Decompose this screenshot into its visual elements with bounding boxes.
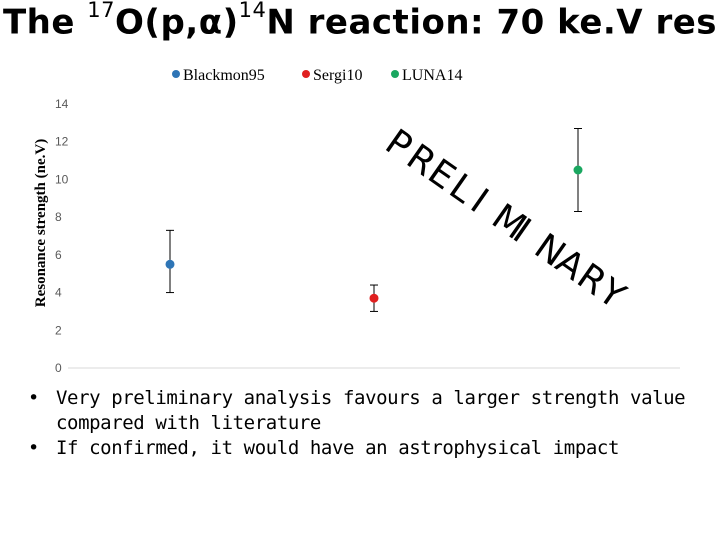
bullet-list: • Very preliminary analysis favours a lar… (28, 386, 718, 461)
title-suffix: N reaction: 70 ke.V res (266, 2, 718, 43)
bullet-dot-icon: • (28, 387, 39, 409)
bullet-item: • Very preliminary analysis favours a lar… (28, 386, 718, 436)
legend-label-sergi10: Sergi10 (313, 67, 362, 84)
y-axis-ticks: 0 2 4 6 8 10 12 14 (55, 97, 69, 375)
title-mass-14: 14 (238, 0, 267, 22)
chart-legend: Blackmon95 Sergi10 LUNA14 (172, 67, 462, 84)
strength-chart: Blackmon95 Sergi10 LUNA14 Resonance streng… (33, 67, 680, 375)
data-marks (165, 128, 583, 312)
y-tick-label: 10 (55, 172, 69, 186)
slide-title: The 17O(p,α)14N reaction: 70 ke.V res (0, 0, 720, 43)
bullet-text: Very preliminary analysis favours a larg… (56, 387, 686, 434)
title-mass-17: 17 (87, 0, 116, 22)
y-tick-label: 0 (55, 361, 62, 375)
legend-marker-blackmon95 (172, 70, 180, 78)
bullet-text: If confirmed, it would have an astrophys… (56, 437, 619, 459)
y-tick-label: 8 (55, 210, 62, 224)
y-tick-label: 14 (55, 97, 69, 111)
title-prefix: The (2, 2, 75, 43)
legend-marker-sergi10 (302, 70, 310, 78)
preliminary-watermark: PRELIMINARY (378, 122, 633, 318)
data-point-blackmon95 (165, 259, 175, 269)
legend-label-blackmon95: Blackmon95 (183, 67, 265, 84)
title-core: O(p,α) (115, 2, 239, 43)
y-tick-label: 4 (55, 286, 62, 300)
bullet-item: • If confirmed, it would have an astrophy… (28, 436, 718, 461)
bullet-dot-icon: • (28, 437, 39, 459)
data-point-luna14 (573, 165, 583, 175)
y-axis-label: Resonance strength (ne.V) (33, 139, 49, 307)
y-tick-label: 6 (55, 248, 62, 262)
legend-label-luna14: LUNA14 (402, 67, 462, 84)
y-tick-label: 2 (55, 323, 62, 337)
data-point-sergi10 (369, 293, 379, 303)
legend-marker-luna14 (391, 70, 399, 78)
y-tick-label: 12 (55, 135, 69, 149)
